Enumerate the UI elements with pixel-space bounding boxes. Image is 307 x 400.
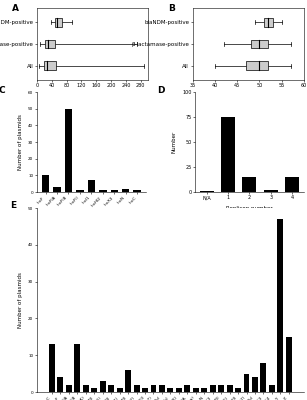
Bar <box>83 385 89 392</box>
Bar <box>111 190 118 192</box>
Bar <box>235 388 241 392</box>
Bar <box>100 381 106 392</box>
Bar <box>99 190 107 192</box>
Y-axis label: Number of plasmids: Number of plasmids <box>17 272 22 328</box>
Bar <box>42 175 49 192</box>
Bar <box>55 18 62 26</box>
Bar <box>150 385 157 392</box>
Bar <box>108 385 114 392</box>
Bar <box>44 62 56 70</box>
Y-axis label: Number: Number <box>172 131 177 153</box>
Bar <box>53 187 61 192</box>
Bar <box>201 388 207 392</box>
Text: E: E <box>10 201 16 210</box>
Bar <box>117 388 122 392</box>
Bar <box>252 377 258 392</box>
Bar <box>221 117 235 192</box>
X-axis label: Length range (Kb): Length range (Kb) <box>64 94 121 99</box>
Bar <box>243 177 256 192</box>
Bar <box>264 190 278 192</box>
Bar <box>176 388 182 392</box>
Bar <box>65 109 72 192</box>
Bar <box>45 40 55 48</box>
Bar <box>243 374 250 392</box>
Bar <box>74 344 80 392</box>
Bar <box>91 388 97 392</box>
Bar <box>200 191 214 192</box>
Text: D: D <box>157 86 164 95</box>
Bar <box>142 388 148 392</box>
Bar <box>159 385 165 392</box>
Bar <box>285 177 299 192</box>
Bar <box>134 190 141 192</box>
Bar <box>260 362 266 392</box>
Bar <box>184 385 190 392</box>
Bar <box>122 189 130 192</box>
Bar <box>49 344 55 392</box>
Bar <box>227 385 233 392</box>
Bar <box>246 62 268 70</box>
Text: B: B <box>168 4 175 13</box>
Bar <box>278 219 283 392</box>
Bar <box>87 180 95 192</box>
Bar <box>218 385 224 392</box>
Bar <box>193 388 199 392</box>
Bar <box>286 337 292 392</box>
Y-axis label: Number of plasmids: Number of plasmids <box>17 114 22 170</box>
Bar <box>269 385 275 392</box>
X-axis label: GC content (%): GC content (%) <box>224 94 272 99</box>
Bar <box>167 388 173 392</box>
Bar <box>66 385 72 392</box>
Bar <box>134 385 139 392</box>
Bar <box>210 385 216 392</box>
Bar <box>57 377 63 392</box>
Bar <box>251 40 268 48</box>
Bar <box>125 370 131 392</box>
X-axis label: Replicon number: Replicon number <box>226 206 273 211</box>
Bar <box>76 190 84 192</box>
Text: C: C <box>0 86 5 95</box>
Bar <box>264 18 273 26</box>
Text: A: A <box>12 4 19 13</box>
